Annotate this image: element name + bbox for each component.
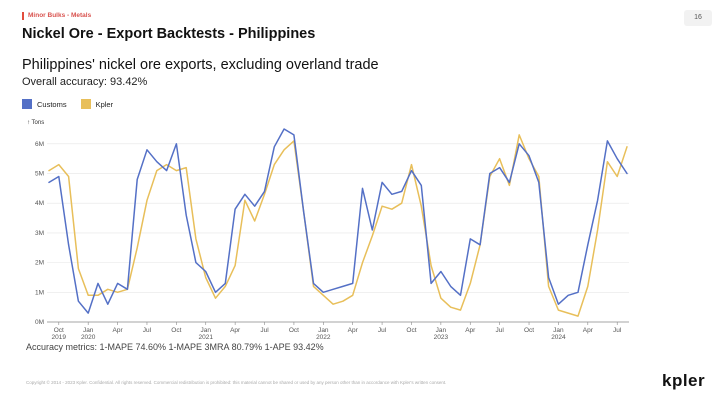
y-tick-label: 6M	[35, 141, 44, 148]
legend-label-customs: Customs	[37, 99, 67, 109]
y-tick-label: 5M	[35, 171, 44, 178]
x-tick-label: Jul	[143, 327, 152, 334]
x-tick-year: 2022	[316, 334, 331, 341]
y-tick-label: 2M	[35, 260, 44, 267]
x-tick-year: 2024	[551, 334, 566, 341]
page-number: 16	[684, 10, 712, 26]
legend-swatch-kpler	[80, 99, 91, 109]
x-tick-label: Jul	[495, 327, 504, 334]
y-tick-label: 1M	[35, 289, 44, 296]
copyright-text: Copyright © 2014 - 2023 Kpler. Confident…	[26, 380, 447, 385]
x-tick-year: 2019	[52, 334, 67, 341]
y-tick-label: 4M	[35, 200, 44, 207]
x-tick-label: Jan	[553, 327, 564, 334]
x-tick-label: Oct	[524, 327, 534, 334]
chart-subtitle: Overall accuracy: 93.42%	[22, 76, 148, 88]
x-tick-label: Jul	[260, 327, 269, 334]
series-line-customs	[48, 128, 628, 314]
x-tick-label: Apr	[230, 327, 241, 334]
y-tick-label: 3M	[35, 230, 44, 237]
x-tick-label: Jan	[201, 327, 212, 334]
chart-legend: Customs Kpler	[22, 99, 113, 109]
chart-title: Philippines' nickel ore exports, excludi…	[22, 57, 379, 73]
series-line-kpler	[48, 134, 628, 317]
x-tick-label: Jul	[613, 327, 622, 334]
legend-item-kpler[interactable]: Kpler	[80, 99, 114, 109]
legend-swatch-customs	[22, 99, 32, 109]
x-tick-label: Oct	[171, 327, 181, 334]
x-tick-label: Jan	[436, 327, 447, 334]
y-tick-label: 0M	[35, 319, 44, 326]
legend-label-kpler: Kpler	[95, 99, 114, 109]
x-tick-label: Oct	[406, 327, 416, 334]
accuracy-metrics: Accuracy metrics: 1-MAPE 74.60% 1-MAPE 3…	[26, 342, 324, 352]
x-tick-year: 2023	[434, 334, 449, 341]
x-tick-label: Apr	[348, 327, 359, 334]
x-tick-label: Oct	[54, 327, 64, 334]
x-tick-year: 2020	[81, 334, 96, 341]
x-tick-label: Apr	[465, 327, 476, 334]
x-tick-label: Apr	[583, 327, 594, 334]
slide-title: Nickel Ore - Export Backtests - Philippi…	[22, 26, 316, 42]
x-tick-year: 2021	[199, 334, 214, 341]
y-axis-unit-label: ↑ Tons	[27, 120, 45, 126]
kpler-logo: kpler	[662, 371, 706, 390]
x-tick-label: Oct	[289, 327, 299, 334]
x-tick-label: Jan	[318, 327, 329, 334]
section-tag: Minor Bulks - Metals	[22, 12, 91, 20]
x-tick-label: Jan	[83, 327, 94, 334]
x-tick-label: Apr	[113, 327, 124, 334]
legend-item-customs[interactable]: Customs	[22, 99, 67, 109]
x-tick-label: Jul	[378, 327, 387, 334]
